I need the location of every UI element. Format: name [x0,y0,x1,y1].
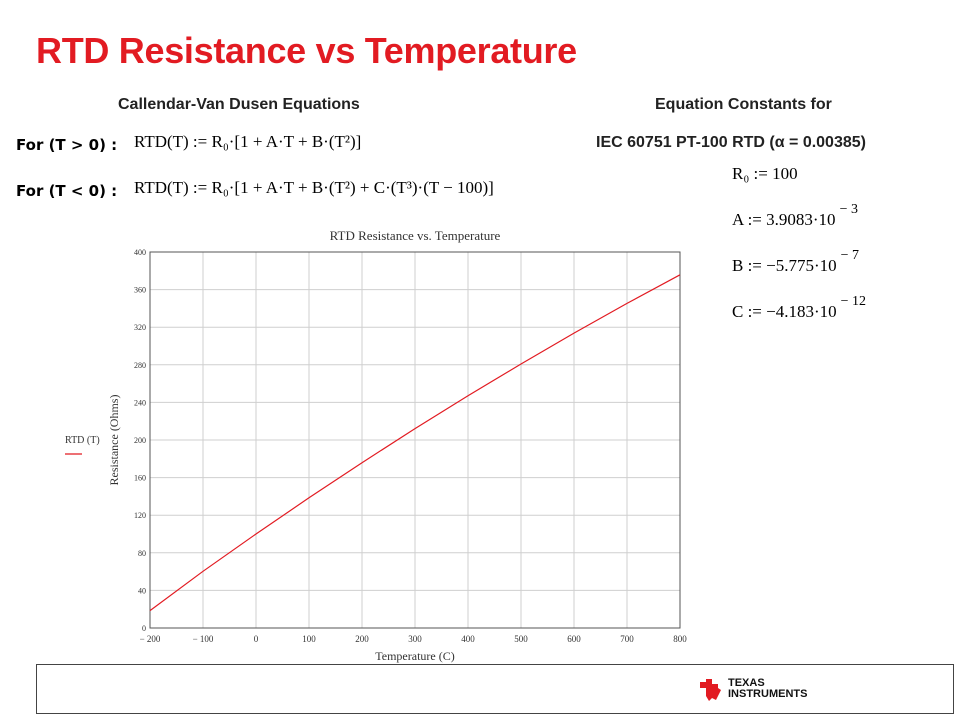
x-tick-labels: − 200 − 100 0 100 200 300 400 500 600 700 800 [140,634,688,644]
x-tick-label: − 100 [193,634,214,644]
y-tick-label: 360 [134,286,146,295]
x-tick-label: 700 [620,634,634,644]
ti-wordmark: TEXAS INSTRUMENTS [728,678,807,700]
rtd-chart: − 200 − 100 0 100 200 300 400 500 600 700 800 0 40 8… [65,228,688,663]
constant-b-base: B := −5.775·10 [732,256,837,275]
y-tick-label: 200 [134,436,146,445]
x-tick-label: 0 [254,634,259,644]
constant-b-exponent: − 7 [840,248,860,263]
constants-heading-line2: IEC 60751 PT-100 RTD (α = 0.00385) [596,134,866,151]
x-tick-label: 600 [567,634,581,644]
plot-frame [149,251,681,629]
constant-c: C := −4.183·10− 12 [732,294,866,322]
constant-b: B := −5.775·10− 7 [732,248,859,276]
y-tick-label: 120 [134,511,146,520]
equation-positive: RTD(T) := R₀·[1 + A·T + B·(T²)] [134,132,362,151]
chart-grid [149,251,681,629]
y-tick-label: 400 [134,248,146,257]
footer-bar [36,664,954,714]
constant-a: A := 3.9083·10− 3 [732,202,858,230]
y-axis-label: Resistance (Ohms) [107,395,121,486]
x-tick-label: 100 [302,634,316,644]
ti-logo-icon [700,679,721,701]
constant-c-base: C := −4.183·10 [732,302,837,321]
legend-label: RTD (T) [65,435,100,446]
equations-heading: Callendar-Van Dusen Equations [118,96,360,113]
y-tick-label: 40 [138,586,146,595]
x-tick-label: 500 [514,634,528,644]
constant-r0: R₀ := 100 [732,164,798,183]
y-tick-label: 240 [134,398,146,407]
condition-negative: For (T < 0) : [16,182,118,200]
y-tick-label: 80 [138,549,146,558]
x-tick-label: 300 [408,634,422,644]
constants-heading-line1: Equation Constants for [655,96,832,113]
x-tick-label: 200 [355,634,369,644]
y-tick-labels: 0 40 80 120 160 200 240 280 320 360 400 [134,248,146,633]
y-tick-label: 280 [134,361,146,370]
constant-c-exponent: − 12 [840,294,867,309]
x-tick-label: 800 [673,634,687,644]
ti-wordmark-line2: INSTRUMENTS [728,688,808,700]
y-tick-label: 160 [134,474,146,483]
series-line-rtd [149,274,681,612]
x-tick-label: − 200 [140,634,161,644]
x-axis-label: Temperature (C) [375,649,454,663]
equation-negative: RTD(T) := R₀·[1 + A·T + B·(T²) + C·(T³)·… [134,178,494,197]
y-tick-label: 320 [134,323,146,332]
page-title: RTD Resistance vs Temperature [36,30,577,71]
constant-a-base: A := 3.9083·10 [732,210,836,229]
constant-a-exponent: − 3 [839,202,858,217]
y-tick-label: 0 [142,624,146,633]
chart-title: RTD Resistance vs. Temperature [330,228,501,243]
x-tick-label: 400 [461,634,475,644]
condition-positive: For (T > 0) : [16,136,118,154]
ti-wordmark-line1: TEXAS [728,677,765,689]
